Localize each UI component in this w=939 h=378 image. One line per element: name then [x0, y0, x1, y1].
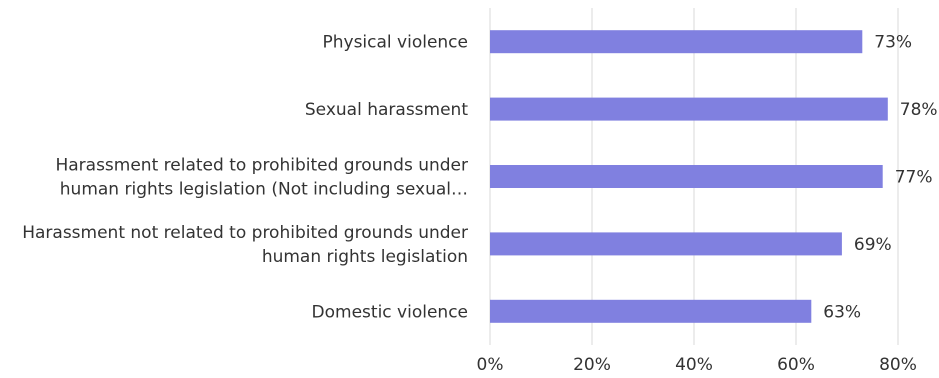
x-tick-label: 20% [573, 355, 611, 374]
bar [490, 30, 863, 54]
category-label: Domestic violence [312, 302, 468, 322]
category-label: Harassment related to prohibited grounds… [55, 156, 468, 200]
value-labels: 73% 78% 77% 69% 63% [823, 33, 937, 323]
x-axis-ticks: 0% 20% 40% 60% 80% [477, 355, 917, 375]
bar [490, 299, 812, 323]
category-labels: Physical violence Sexual harassment Harass… [22, 33, 468, 323]
x-tick-label: 60% [777, 355, 815, 374]
bar [490, 97, 888, 121]
x-tick-label: 80% [879, 355, 917, 374]
category-label: Physical violence [322, 33, 468, 53]
data-label: 69% [854, 235, 892, 255]
data-label: 63% [823, 302, 861, 322]
data-label: 73% [874, 33, 912, 53]
bar [490, 232, 842, 256]
data-label: 77% [895, 168, 933, 188]
bar [490, 165, 883, 188]
x-tick-label: 0% [477, 355, 504, 374]
category-label: Harassment not related to prohibited gro… [22, 223, 468, 267]
bars [490, 30, 888, 323]
category-label: Sexual harassment [305, 100, 468, 120]
x-tick-label: 40% [675, 355, 713, 374]
data-label: 78% [900, 100, 938, 120]
